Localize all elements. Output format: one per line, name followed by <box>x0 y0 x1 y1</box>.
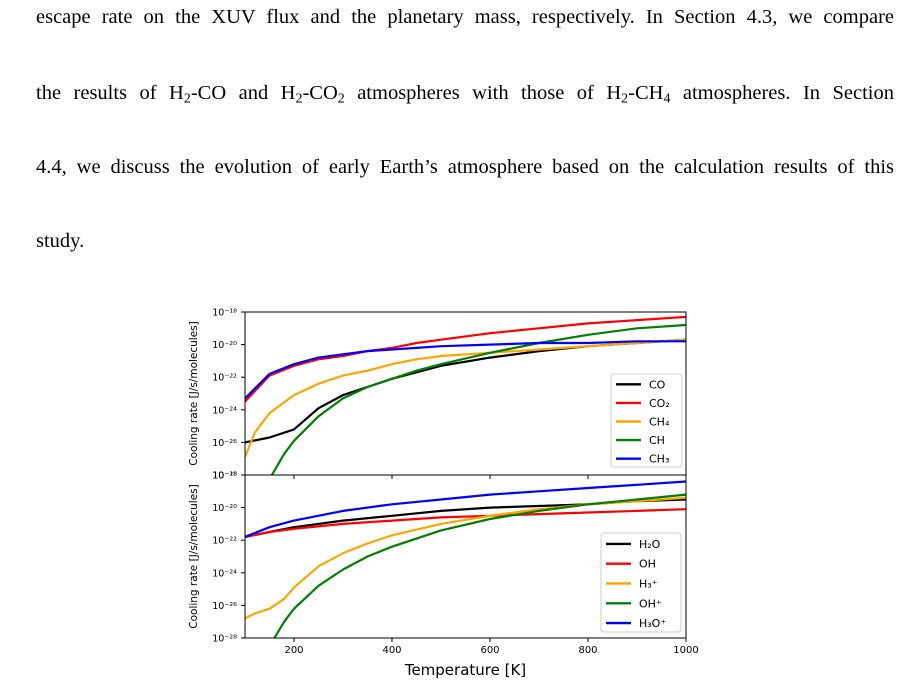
x-tick-label: 1000 <box>673 645 698 656</box>
y-tick-label: 10⁻²⁴ <box>212 405 237 416</box>
legend-label: CH₃ <box>649 453 669 466</box>
chart-panel-bottom: 10⁻¹⁸ 10⁻²⁰ 10⁻²² 10⁻²⁴ 10⁻²⁶ 10⁻²⁸ Cooling ra… <box>188 471 699 680</box>
paragraph-line: study. <box>36 230 85 252</box>
legend-label: CO₂ <box>649 397 670 410</box>
y-tick-label: 10⁻²⁴ <box>212 568 237 579</box>
y-tick-label: 10⁻²⁸ <box>212 634 237 645</box>
y-tick-label: 10⁻²⁰ <box>212 503 237 514</box>
x-tick-label: 200 <box>284 645 303 656</box>
series-line <box>245 508 686 538</box>
legend-label: H₃O⁺ <box>639 617 666 630</box>
series-group <box>245 315 686 475</box>
legend-label: CH₄ <box>649 416 670 429</box>
series-line <box>245 480 686 538</box>
y-axis-label: Cooling rate [J/s/molecules] <box>188 484 200 628</box>
y-tick-label: 10⁻¹⁸ <box>212 471 237 482</box>
legend-label: H₃⁺ <box>639 578 658 591</box>
legend: H₂O OH H₃⁺ OH⁺ H₃O⁺ <box>600 532 682 633</box>
y-axis-label: Cooling rate [J/s/molecules] <box>188 321 200 465</box>
series-group <box>245 480 686 638</box>
legend: CO CO₂ CH₄ CH CH₃ <box>610 373 683 468</box>
legend-label: H₂O <box>639 538 661 551</box>
legend-label: OH <box>639 558 656 571</box>
x-axis-label: Temperature [K] <box>404 661 526 679</box>
y-tick-label: 10⁻¹⁸ <box>212 308 237 319</box>
x-tick-label: 400 <box>382 645 401 656</box>
paragraph-line: escape rate on the XUV flux and the plan… <box>36 6 894 28</box>
x-tick-label: 800 <box>578 645 597 656</box>
paragraph-line: the results of H2-CO and H2-CO2 atmosphe… <box>36 82 894 107</box>
series-line <box>273 493 686 638</box>
chart-panel-top: 10⁻¹⁸ 10⁻²⁰ 10⁻²² 10⁻²⁴ 10⁻²⁶ 10⁻²⁸ Cooling ra… <box>188 308 687 482</box>
paragraph-line: 4.4, we discuss the evolution of early E… <box>36 156 894 178</box>
legend-box <box>600 532 682 633</box>
y-tick-label: 10⁻²⁸ <box>212 471 237 482</box>
x-tick-label: 600 <box>480 645 499 656</box>
legend-box <box>610 373 683 468</box>
legend-label: CH <box>649 434 665 447</box>
series-line <box>245 315 686 403</box>
legend-label: CO <box>649 378 666 391</box>
series-line <box>245 338 686 458</box>
y-tick-label: 10⁻²² <box>212 373 237 384</box>
y-tick-label: 10⁻²² <box>212 536 237 547</box>
y-tick-label: 10⁻²⁶ <box>212 601 237 612</box>
y-tick-label: 10⁻²⁰ <box>212 340 237 351</box>
legend-label: OH⁺ <box>639 597 662 610</box>
series-line <box>245 340 686 400</box>
plot-frame <box>244 474 687 639</box>
series-line <box>270 323 686 475</box>
y-tick-label: 10⁻²⁶ <box>212 438 237 449</box>
